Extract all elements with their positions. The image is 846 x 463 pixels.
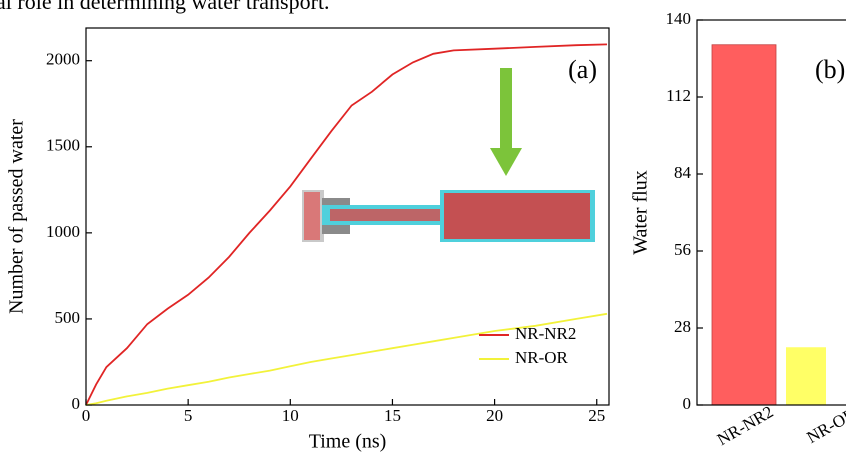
bar <box>711 44 777 406</box>
y-tick-label: 56 <box>674 240 691 259</box>
x-tick-label: NR-OR <box>804 404 846 447</box>
data-line <box>85 312 608 406</box>
x-tick-label: 10 <box>282 406 299 425</box>
legend-label: NR-NR2 <box>515 324 576 343</box>
y-tick-label: 28 <box>674 317 691 336</box>
x-tick-label: 0 <box>82 406 91 425</box>
y-tick-label: 1000 <box>46 222 80 241</box>
data-line <box>85 43 608 406</box>
y-tick-label: 0 <box>72 394 81 413</box>
green-arrow <box>490 68 522 176</box>
x-tick-label: 15 <box>384 406 401 425</box>
y-tick-label: 112 <box>666 86 691 105</box>
x-tick-label: NR-NR2 <box>714 402 777 449</box>
y-axis-label: Number of passed water <box>6 119 28 314</box>
y-tick-label: 2000 <box>46 50 80 69</box>
plot-frame <box>696 19 846 406</box>
panel-label: (a) <box>568 55 597 84</box>
caption: al role in determining water transport. <box>0 0 330 14</box>
x-tick-label: 20 <box>486 406 503 425</box>
x-tick-label: 5 <box>184 406 193 425</box>
x-axis-label: Time (ns) <box>309 431 387 453</box>
legend-label: NR-OR <box>515 348 569 367</box>
y-tick-label: 500 <box>55 308 81 327</box>
y-tick-label: 140 <box>666 9 692 28</box>
x-tick-label: 25 <box>588 406 605 425</box>
y-axis-label: Water flux <box>630 170 652 254</box>
panel-label: (b) <box>815 55 845 84</box>
bar <box>786 347 826 405</box>
y-tick-label: 0 <box>683 394 692 413</box>
y-tick-label: 1500 <box>46 136 80 155</box>
inset-illustration <box>302 190 595 242</box>
y-tick-label: 84 <box>674 163 692 182</box>
plot-frame <box>85 27 610 406</box>
